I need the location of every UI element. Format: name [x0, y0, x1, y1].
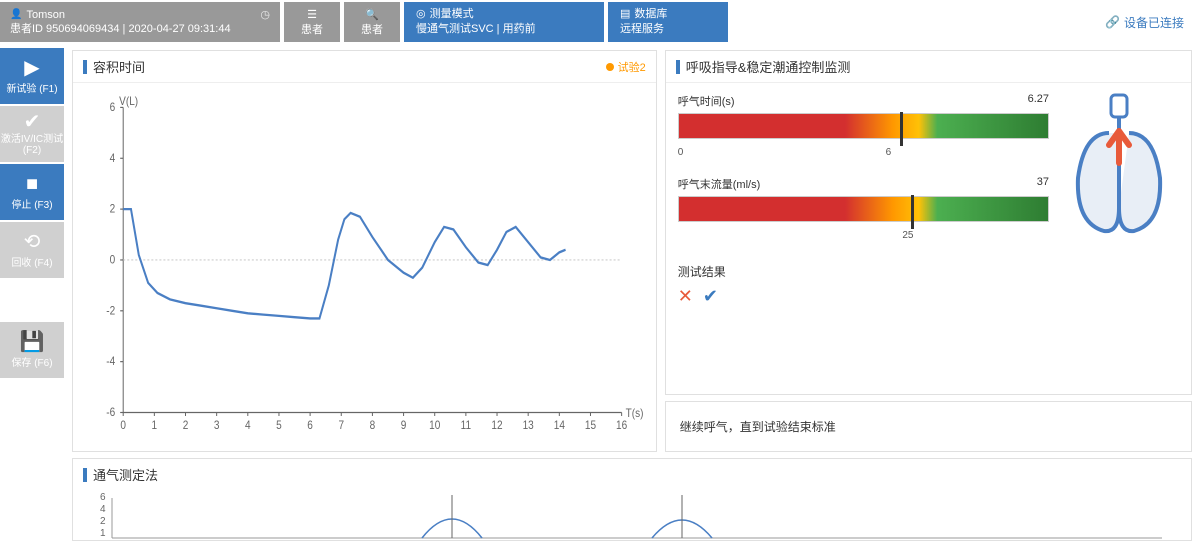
panel-title: 通气测定法	[93, 465, 158, 484]
save-icon: 💾	[20, 332, 45, 352]
volume-time-panel: 容积时间 试验2 -6-4-20246012345678910111213141…	[72, 50, 657, 452]
device-link[interactable]: 🔗 设备已连接	[1105, 2, 1192, 42]
panel-title: 呼吸指导&稳定潮通控制监测	[686, 57, 851, 76]
target-icon: ◎	[416, 7, 426, 22]
header-accent	[83, 60, 87, 74]
svg-text:6: 6	[110, 101, 116, 114]
svg-text:-4: -4	[106, 356, 115, 369]
link-icon: 🔗	[1105, 15, 1120, 29]
svg-text:6: 6	[100, 492, 106, 503]
svg-text:8: 8	[370, 419, 376, 432]
ventilation-mini-chart: 6421	[83, 490, 1181, 540]
exhale-flow-bar: 呼气末流量(ml/s) 37 25	[678, 176, 1049, 241]
breathing-guide-panel: 呼吸指导&稳定潮通控制监测 呼气时间(s) 6.27	[665, 50, 1192, 395]
svg-text:-2: -2	[106, 305, 115, 318]
play-icon: ▶	[24, 58, 39, 78]
x-icon: ✕	[678, 286, 693, 307]
database-button[interactable]: ▤数据库 远程服务	[608, 2, 728, 42]
svg-text:4: 4	[245, 419, 251, 432]
svg-text:16: 16	[616, 419, 627, 432]
legend-dot-icon	[606, 63, 614, 71]
save-button[interactable]: 💾 保存 (F6)	[0, 322, 64, 378]
svg-text:11: 11	[461, 419, 471, 432]
svg-text:T(s): T(s)	[626, 408, 644, 421]
refresh-icon: ⟲	[24, 232, 41, 252]
user-icon: 👤	[10, 8, 22, 21]
svg-text:4: 4	[110, 152, 116, 165]
svg-text:9: 9	[401, 419, 407, 432]
svg-text:10: 10	[429, 419, 440, 432]
check-icon: ✔	[703, 286, 718, 307]
svg-text:6: 6	[307, 419, 313, 432]
patient-button-2[interactable]: 🔍 患者	[344, 2, 400, 42]
spacer-button	[0, 280, 64, 320]
patient-name: Tomson	[26, 8, 65, 22]
ventilation-panel: 通气测定法 6421	[72, 458, 1192, 541]
patient-button-1[interactable]: ☰ 患者	[284, 2, 340, 42]
svg-text:13: 13	[523, 419, 534, 432]
svg-text:12: 12	[491, 419, 502, 432]
recover-button[interactable]: ⟲ 回收 (F4)	[0, 222, 64, 278]
svg-text:1: 1	[100, 528, 106, 539]
svg-text:5: 5	[276, 419, 282, 432]
recent-icon: ◷	[260, 8, 270, 22]
patient-id-line: 患者ID 950694069434 | 2020-04-27 09:31:44	[10, 22, 270, 36]
svg-text:2: 2	[100, 516, 106, 527]
db-icon: ▤	[620, 7, 630, 22]
svg-text:4: 4	[100, 504, 106, 515]
svg-text:15: 15	[585, 419, 596, 432]
svg-text:2: 2	[110, 203, 116, 216]
svg-text:-6: -6	[106, 406, 115, 419]
panel-title: 容积时间	[93, 57, 145, 76]
chart-legend: 试验2	[606, 59, 646, 75]
stop-icon: ■	[26, 174, 38, 194]
activate-test-button[interactable]: ✔ 激活IV/IC测试(F2)	[0, 106, 64, 162]
sidebar: ▶ 新试验 (F1) ✔ 激活IV/IC测试(F2) ■ 停止 (F3) ⟲ 回…	[0, 44, 64, 547]
svg-text:7: 7	[338, 419, 344, 432]
list-icon: ☰	[307, 8, 317, 21]
svg-text:3: 3	[214, 419, 220, 432]
patient-info[interactable]: 👤 Tomson ◷ 患者ID 950694069434 | 2020-04-2…	[0, 2, 280, 42]
top-bar: 👤 Tomson ◷ 患者ID 950694069434 | 2020-04-2…	[0, 0, 1200, 44]
stop-button[interactable]: ■ 停止 (F3)	[0, 164, 64, 220]
search-icon: 🔍	[365, 8, 379, 21]
volume-time-chart: -6-4-20246012345678910111213141516V(L)T(…	[83, 91, 646, 443]
svg-text:2: 2	[183, 419, 189, 432]
test-result: 测试结果 ✕ ✔	[678, 263, 1049, 307]
svg-text:0: 0	[120, 419, 126, 432]
measure-mode-button[interactable]: ◎测量模式 慢通气测试SVC | 用药前	[404, 2, 604, 42]
new-trial-button[interactable]: ▶ 新试验 (F1)	[0, 48, 64, 104]
check-circle-icon: ✔	[24, 112, 41, 132]
svg-text:V(L): V(L)	[119, 95, 138, 108]
lung-icon	[1064, 93, 1174, 243]
exhale-time-bar: 呼气时间(s) 6.27 0 6	[678, 93, 1049, 158]
svg-text:14: 14	[554, 419, 565, 432]
svg-text:0: 0	[110, 254, 116, 267]
header-accent	[676, 60, 680, 74]
message-panel: 继续呼气，直到试验结束标准	[665, 401, 1192, 452]
svg-text:1: 1	[152, 419, 158, 432]
header-accent	[83, 468, 87, 482]
